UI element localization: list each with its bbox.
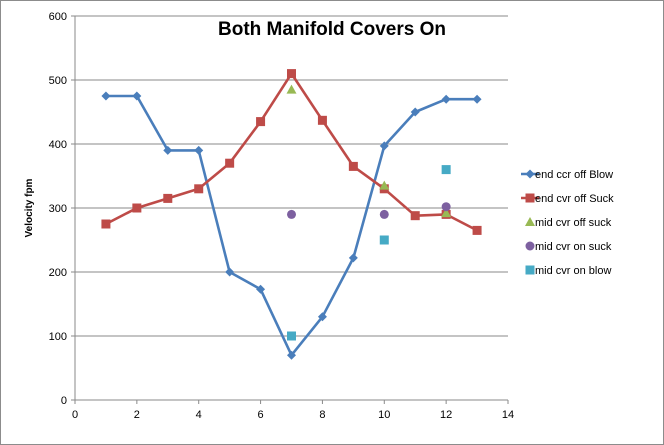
y-tick-label: 400 (49, 139, 67, 151)
legend-label: end ccr off Blow (535, 169, 613, 181)
plot-series (101, 69, 482, 360)
series-group (287, 165, 451, 341)
x-tick-label: 0 (72, 409, 78, 421)
legend-marker (525, 169, 535, 179)
data-point (163, 145, 173, 155)
data-point (132, 91, 142, 101)
y-tick-label: 100 (49, 331, 67, 343)
series-line (105, 94, 478, 357)
legend-label: mid cvr on suck (535, 241, 612, 253)
data-point (441, 202, 451, 212)
data-point (317, 115, 327, 125)
legend-marker (525, 193, 535, 203)
y-axis-title: Velocity fpm (24, 178, 35, 237)
data-point (256, 117, 266, 127)
data-point (348, 161, 358, 171)
data-point (101, 91, 111, 101)
series-group (286, 84, 452, 218)
legend-item: end ccr off Blow (521, 169, 613, 181)
x-tick-label: 12 (440, 409, 452, 421)
data-point (163, 193, 173, 203)
y-tick-label: 200 (49, 267, 67, 279)
x-tick-label: 6 (258, 409, 264, 421)
x-tick-label: 14 (502, 409, 514, 421)
chart-title: Both Manifold Covers On (218, 19, 446, 40)
data-point (441, 165, 451, 175)
legend: end ccr off Blow end cvr off Suck mid cvr … (521, 169, 614, 277)
x-tick-label: 8 (319, 409, 325, 421)
legend-marker (525, 217, 535, 226)
y-tick-label: 0 (61, 395, 67, 407)
legend-marker (525, 241, 535, 251)
data-point (286, 84, 297, 94)
data-point (287, 331, 296, 341)
data-point (441, 208, 452, 218)
legend-label: end cvr off Suck (535, 193, 614, 205)
y-tick-label: 600 (49, 11, 67, 23)
x-tick-label: 2 (134, 409, 140, 421)
axes: 0 100 200 300 400 500 600 0 2 4 6 8 10 12 14 (49, 11, 514, 421)
legend-item: mid cvr off suck (525, 217, 612, 229)
data-point (101, 219, 111, 229)
x-tick-label: 4 (196, 409, 202, 421)
legend-marker (525, 265, 535, 275)
data-point (410, 211, 420, 221)
data-point (410, 107, 420, 117)
legend-item: mid cvr on blow (525, 265, 611, 277)
data-point (472, 225, 482, 235)
data-point (441, 94, 451, 104)
data-point (287, 209, 296, 219)
y-tick-label: 500 (49, 75, 67, 87)
data-point (256, 284, 266, 294)
data-point (379, 235, 389, 245)
data-point (225, 158, 235, 168)
data-point (194, 184, 204, 194)
data-point (132, 203, 142, 213)
legend-item: mid cvr on suck (525, 241, 612, 253)
data-point (287, 69, 296, 79)
y-tick-label: 300 (49, 203, 67, 215)
data-point (379, 141, 389, 151)
legend-item: end cvr off Suck (521, 193, 614, 205)
legend-label: mid cvr on blow (535, 265, 611, 277)
data-point (194, 145, 204, 155)
data-point (287, 350, 296, 360)
series-group (101, 91, 482, 360)
series-line (105, 72, 478, 232)
data-point (348, 253, 358, 263)
data-point (379, 209, 389, 219)
data-point (472, 94, 482, 104)
data-point (317, 312, 327, 322)
gridlines (75, 15, 508, 337)
legend-label: mid cvr off suck (535, 217, 612, 229)
series-group (287, 202, 451, 219)
data-point (225, 267, 235, 277)
data-point (379, 180, 390, 190)
x-tick-label: 10 (378, 409, 390, 421)
